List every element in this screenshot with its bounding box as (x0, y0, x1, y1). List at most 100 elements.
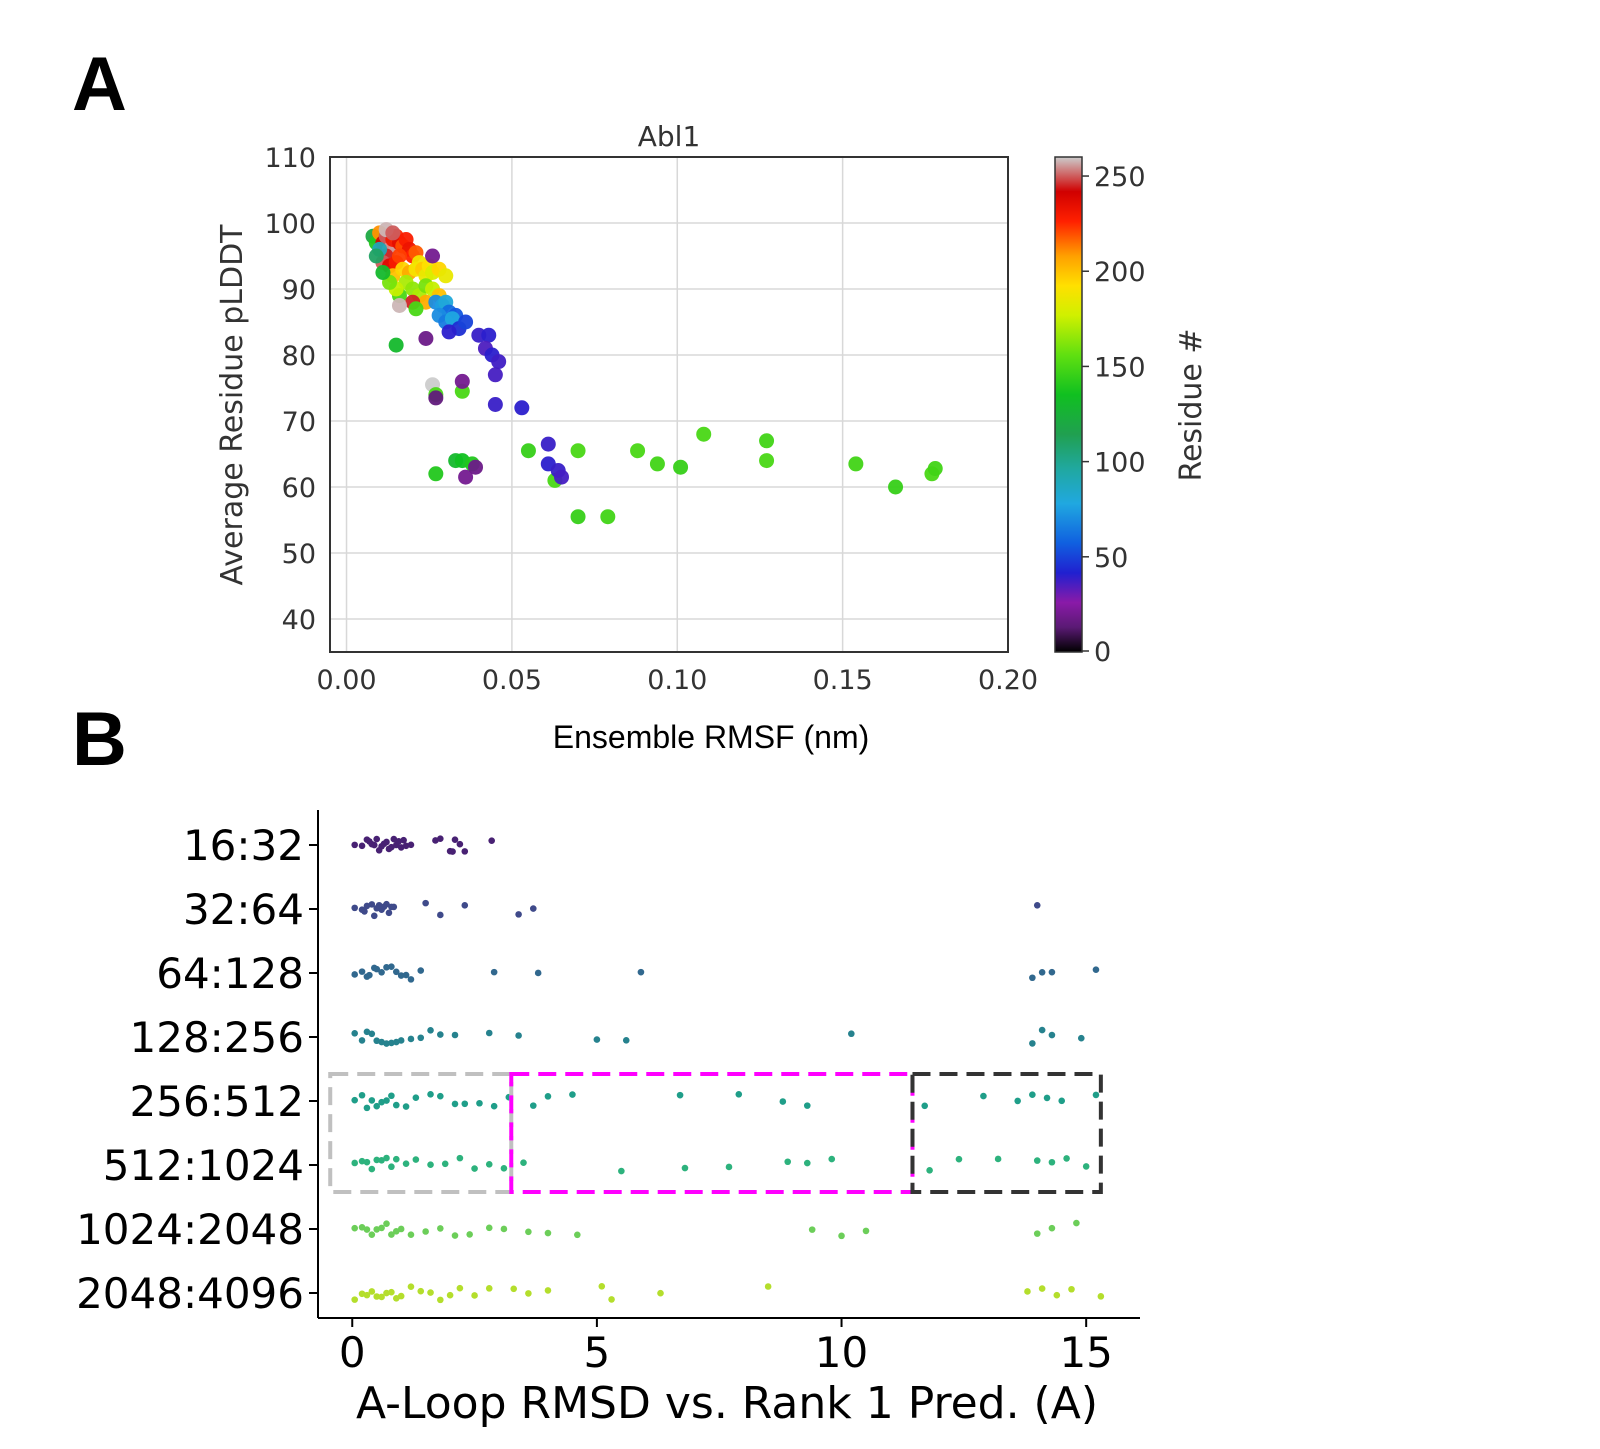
b-strip-point (385, 909, 393, 917)
a-x-tick-label: 0.20 (978, 665, 1038, 696)
a-x-tick-label: 0.10 (647, 665, 707, 696)
b-strip-point (437, 1092, 444, 1100)
b-strip-point (490, 1102, 498, 1110)
b-data-points (351, 835, 1105, 1304)
b-x-tick-label: 15 (1059, 1328, 1112, 1377)
a-scatter-point (570, 509, 586, 525)
b-strip-point (407, 976, 415, 983)
b-strip-point (735, 1090, 743, 1098)
b-strip-point (351, 841, 358, 849)
b-strip-point (373, 965, 381, 973)
a-y-tick-label: 70 (282, 407, 316, 438)
b-strip-point (534, 969, 542, 977)
b-strip-point (417, 1034, 425, 1042)
b-strip-point (1038, 1026, 1046, 1034)
b-strip-point (803, 1102, 811, 1109)
a-chart-title: Abl1 (638, 120, 701, 153)
b-strip-point (622, 1037, 630, 1044)
b-strip-point (373, 835, 381, 843)
a-scatter-point (385, 225, 401, 241)
b-strip-point (437, 1031, 444, 1038)
b-strip-point (725, 1163, 733, 1171)
b-strip-point (368, 1231, 376, 1238)
a-x-axis-label: Ensemble RMSF (nm) (553, 719, 870, 755)
a-scatter-point (388, 337, 404, 353)
a-scatter-point (458, 469, 474, 485)
a-scatter-point (438, 268, 454, 284)
panel-a-label: A (72, 42, 127, 127)
b-strip-point (921, 1102, 929, 1110)
b-strip-point (363, 1158, 371, 1166)
b-strip-point (1038, 969, 1046, 976)
b-y-ticks: 16:32 32:64 64:128 128:256 256:512 512:1024 10… (76, 821, 318, 1318)
b-strip-point (1038, 1285, 1046, 1292)
a-scatter-point (454, 373, 470, 389)
b-strip-point (1073, 1219, 1080, 1227)
b-strip-point (1048, 968, 1056, 976)
a-scatter-point (375, 265, 391, 280)
a-scatter-point (428, 466, 444, 482)
b-strip-point (461, 1100, 469, 1108)
a-colorbar-label: Residue # (1174, 328, 1209, 481)
panel-b-label: B (72, 697, 127, 782)
b-strip-point (808, 1226, 816, 1233)
b-strip-point (358, 1223, 366, 1231)
b-strip-point (485, 1029, 493, 1037)
a-y-tick-label: 80 (282, 341, 316, 372)
a-scatter-point (491, 354, 507, 370)
b-strip-point (417, 967, 425, 974)
b-strip-point (402, 842, 410, 850)
b-strip-point (1068, 1285, 1075, 1293)
a-colorbar-tick-label: 100 (1094, 448, 1146, 479)
b-strip-point (383, 1220, 390, 1227)
b-strip-point (437, 835, 444, 843)
b-strip-point (490, 968, 498, 976)
b-strip-point (422, 1228, 429, 1235)
b-strip-point (1063, 1155, 1070, 1162)
a-y-tick-label: 110 (264, 143, 316, 174)
b-strip-point (437, 911, 444, 919)
b-strip-point (383, 838, 390, 846)
a-plot-frame (329, 156, 1009, 653)
b-strip-point (1033, 1230, 1041, 1237)
b-strip-point (417, 1287, 425, 1295)
b-strip-point (427, 1161, 434, 1168)
b-strip-point (437, 1296, 444, 1304)
a-x-tick-label: 0.00 (316, 665, 376, 696)
b-strip-point (358, 842, 366, 850)
b-strip-point (1029, 1091, 1036, 1099)
a-scatter-point (428, 390, 444, 406)
b-strip-point (1048, 1224, 1056, 1232)
b-strip-point (544, 1229, 552, 1237)
b-x-tick-label: 0 (339, 1328, 366, 1377)
b-strip-point (427, 1091, 434, 1098)
b-strip-point (370, 841, 378, 849)
b-strip-point (485, 1161, 493, 1168)
b-strip-point (351, 1030, 358, 1037)
a-scatter-point (514, 400, 530, 416)
b-strip-point (383, 1040, 390, 1047)
b-strip-point (397, 972, 405, 979)
a-scatter-point (481, 327, 497, 343)
b-strip-point (461, 848, 469, 855)
b-strip-point (368, 1165, 376, 1173)
b-strip-point (388, 1163, 395, 1171)
b-strip-point (378, 1224, 385, 1232)
b-strip-point (392, 1101, 400, 1109)
b-strip-point (390, 903, 398, 911)
b-strip-point (383, 1154, 390, 1162)
a-scatter-point (759, 433, 775, 449)
b-strip-point (618, 1167, 625, 1175)
b-strip-point (485, 1224, 493, 1232)
b-strip-point (456, 1284, 464, 1292)
panel-b-strip-plot: 16:32 32:64 64:128 128:256 256:512 512:1024 10… (76, 810, 1140, 1429)
b-strip-point (637, 968, 645, 976)
b-strip-point (383, 900, 390, 908)
b-strip-point (402, 971, 410, 979)
b-strip-point (544, 1287, 552, 1294)
a-y-tick-label: 40 (282, 605, 316, 636)
a-colorbar-tick-label: 0 (1094, 637, 1111, 668)
a-scatter-point (441, 324, 457, 340)
a-colorbar-tick-label: 200 (1094, 257, 1146, 288)
